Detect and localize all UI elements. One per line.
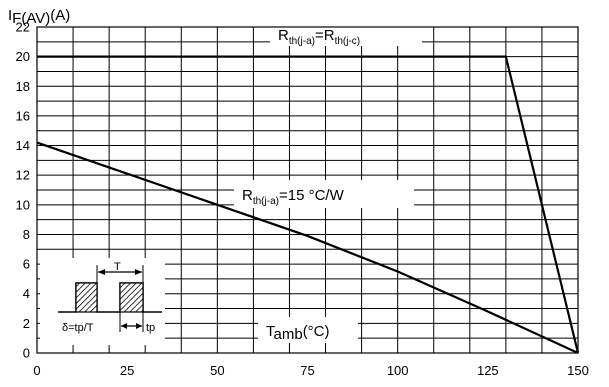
x-label-bg bbox=[258, 317, 358, 343]
y-tick-label: 8 bbox=[23, 227, 30, 242]
top-annotation-bg bbox=[270, 20, 422, 46]
y-tick-label: 18 bbox=[16, 79, 30, 94]
y-tick-label: 10 bbox=[16, 197, 30, 212]
series-line-0 bbox=[37, 55, 580, 354]
period-label: T bbox=[114, 261, 121, 273]
y-tick-label: 4 bbox=[23, 286, 30, 301]
tp-label: tp bbox=[146, 322, 155, 334]
plot-frame bbox=[36, 26, 579, 354]
pulse-2 bbox=[119, 282, 144, 313]
y-tick-label: 0 bbox=[23, 346, 30, 361]
top-curve-annotation: Rth(j-a)=Rth(j-c) bbox=[278, 27, 360, 47]
x-tick-label: 100 bbox=[387, 363, 409, 378]
x-tick-label: 25 bbox=[120, 363, 134, 378]
x-tick-label: 0 bbox=[33, 363, 40, 378]
period-arrowhead-left bbox=[98, 269, 105, 275]
tp-arrowhead-left bbox=[121, 323, 127, 329]
y-tick-label: 14 bbox=[16, 138, 30, 153]
y-tick-label: 20 bbox=[16, 49, 30, 64]
y-tick-label: 16 bbox=[16, 108, 30, 123]
mid-curve-annotation: Rth(j-a)=15 °C/W bbox=[242, 187, 345, 207]
x-tick-label: 125 bbox=[477, 363, 499, 378]
period-arrowhead-right bbox=[135, 269, 142, 275]
pulse-inset: T tp δ=tp/T bbox=[40, 258, 165, 345]
y-tick-label: 22 bbox=[16, 20, 30, 35]
series-line-1 bbox=[36, 141, 579, 354]
pulse-1 bbox=[75, 282, 98, 313]
y-tick-label: 6 bbox=[23, 257, 30, 272]
y-axis-label: IF(AV)(A) bbox=[8, 7, 70, 27]
y-tick-label: 2 bbox=[23, 316, 30, 331]
y-tick-label: 12 bbox=[16, 168, 30, 183]
tick-labels: 0 25 50 75 100 125 150 0 2 4 6 8 10 12 14 16 18 20 22 bbox=[16, 20, 589, 379]
x-tick-label: 150 bbox=[567, 363, 589, 378]
duty-label: δ=tp/T bbox=[62, 322, 94, 334]
mid-annotation-bg bbox=[234, 180, 414, 208]
x-axis-label: Tamb(°C) bbox=[266, 323, 330, 343]
x-tick-label: 50 bbox=[210, 363, 224, 378]
x-tick-label: 75 bbox=[300, 363, 314, 378]
curves bbox=[36, 55, 580, 354]
tp-arrowhead-right bbox=[136, 323, 142, 329]
